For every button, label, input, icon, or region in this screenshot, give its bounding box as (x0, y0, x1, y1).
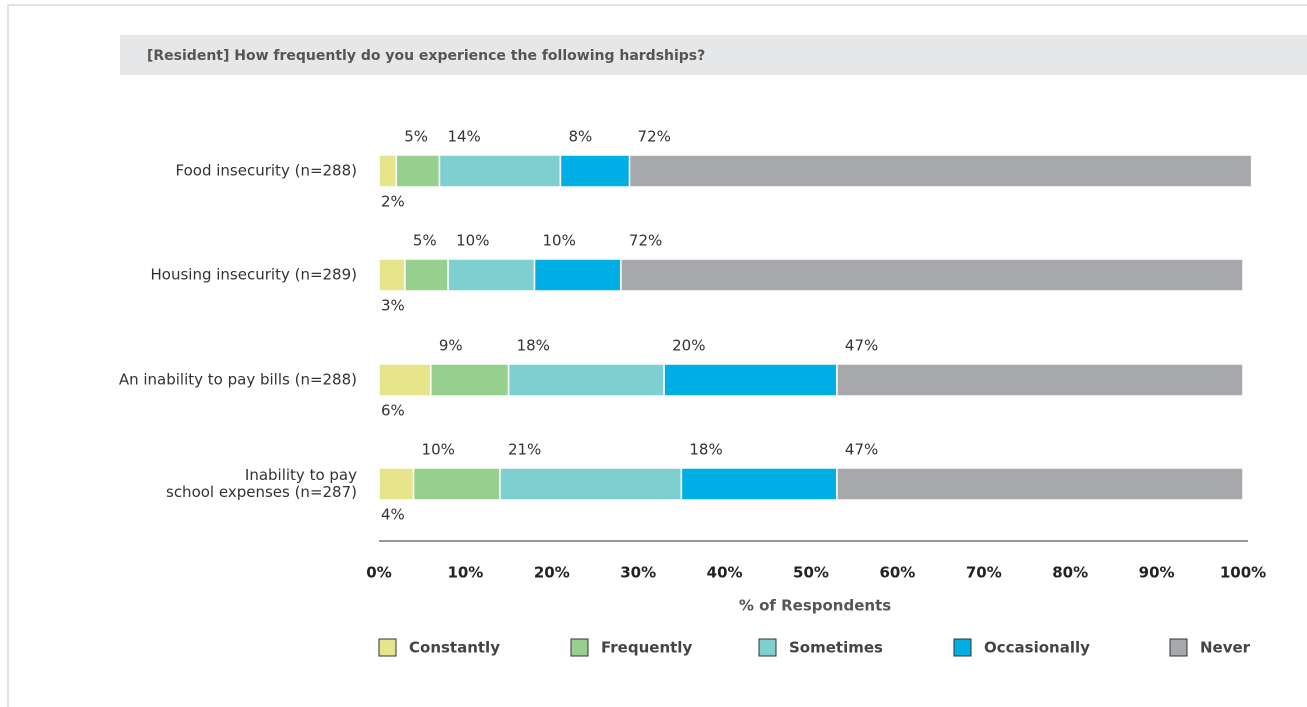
legend-label: Never (1200, 639, 1251, 657)
value-label: 2% (381, 193, 405, 211)
bar-segment (378, 467, 415, 501)
x-tick-label: 80% (1052, 564, 1088, 582)
legend-label: Occasionally (984, 639, 1090, 657)
x-tick-label: 20% (534, 564, 570, 582)
legend-label: Sometimes (789, 639, 883, 657)
value-label: 18% (517, 337, 550, 355)
x-tick-label: 0% (366, 564, 391, 582)
value-label: 10% (422, 441, 455, 459)
bar-segment (507, 363, 665, 397)
bar-segment (663, 363, 838, 397)
legend-swatch (1169, 638, 1188, 657)
value-label: 3% (381, 297, 405, 315)
x-tick-label: 30% (620, 564, 656, 582)
value-label: 5% (404, 128, 428, 146)
x-tick-label: 10% (447, 564, 483, 582)
x-axis-label: % of Respondents (739, 597, 891, 615)
value-label: 10% (456, 232, 489, 250)
value-label: 10% (543, 232, 576, 250)
bar-segment (499, 467, 683, 501)
frame (7, 4, 1307, 707)
bar-segment (378, 258, 406, 292)
bar-segment (378, 154, 398, 188)
bar-segment (533, 258, 622, 292)
x-tick-label: 90% (1139, 564, 1175, 582)
category-label: Inability to pay school expenses (n=287) (166, 466, 357, 501)
value-label: 72% (629, 232, 662, 250)
bar-segment (378, 363, 432, 397)
bar-segment (836, 363, 1244, 397)
bar-segment (447, 258, 536, 292)
bar-segment (430, 363, 510, 397)
value-label: 8% (568, 128, 592, 146)
x-tick-label: 100% (1220, 564, 1266, 582)
legend-swatch (953, 638, 972, 657)
value-label: 14% (447, 128, 480, 146)
value-label: 5% (413, 232, 437, 250)
category-label: Food insecurity (n=288) (175, 161, 357, 180)
value-label: 18% (689, 441, 722, 459)
legend-swatch (758, 638, 777, 657)
value-label: 20% (672, 337, 705, 355)
value-label: 47% (845, 441, 878, 459)
x-tick-label: 70% (966, 564, 1002, 582)
legend-swatch (378, 638, 397, 657)
value-label: 47% (845, 337, 878, 355)
category-label: An inability to pay bills (n=288) (118, 370, 357, 389)
chart-title: [Resident] How frequently do you experie… (147, 48, 705, 64)
bar-segment (559, 154, 631, 188)
x-tick-label: 60% (879, 564, 915, 582)
legend-label: Constantly (409, 639, 500, 657)
value-label: 21% (508, 441, 541, 459)
value-label: 6% (381, 402, 405, 420)
legend-swatch (570, 638, 589, 657)
x-tick-label: 40% (707, 564, 743, 582)
title-banner (120, 35, 1307, 75)
bar-segment (836, 467, 1244, 501)
legend-label: Frequently (601, 639, 692, 657)
category-label: Housing insecurity (n=289) (150, 265, 357, 284)
bar-segment (620, 258, 1244, 292)
bar-segment (395, 154, 441, 188)
value-label: 4% (381, 506, 405, 524)
value-label: 72% (638, 128, 671, 146)
x-tick-label: 50% (793, 564, 829, 582)
bar-segment (628, 154, 1253, 188)
bar-segment (438, 154, 562, 188)
value-label: 9% (439, 337, 463, 355)
bar-segment (412, 467, 501, 501)
bar-segment (680, 467, 838, 501)
bar-segment (404, 258, 449, 292)
